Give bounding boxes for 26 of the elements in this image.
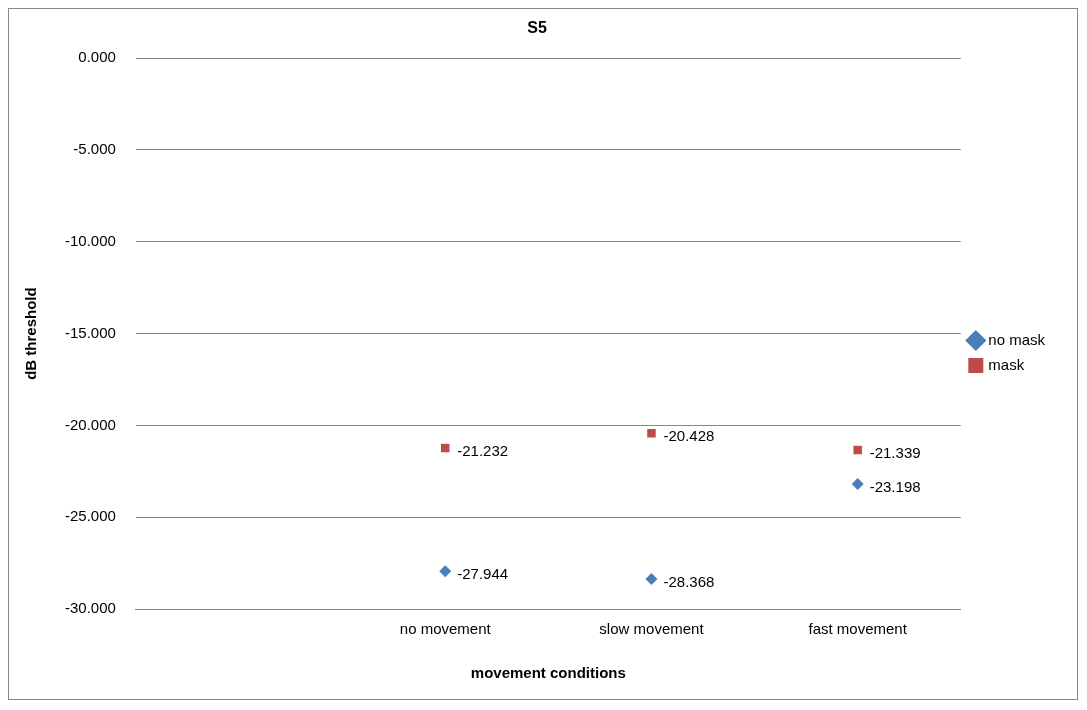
x-tick-label: no movement xyxy=(399,620,492,638)
data-label: -21.339 xyxy=(869,444,921,462)
y-tick-label: -30.000 xyxy=(65,599,116,617)
point xyxy=(851,478,864,491)
y-tick-label: -20.000 xyxy=(65,415,116,433)
data-label: -23.198 xyxy=(869,478,921,496)
y-tick-label: -10.000 xyxy=(65,231,116,249)
point xyxy=(439,565,452,578)
point xyxy=(853,445,862,455)
data-label: -27.944 xyxy=(457,565,509,583)
y-tick-label: -15.000 xyxy=(65,323,116,341)
legend-label: mask xyxy=(988,355,1025,373)
point xyxy=(645,573,658,586)
chart-title: S5 xyxy=(527,19,547,37)
data-label: -21.232 xyxy=(457,442,509,460)
legend-label: no mask xyxy=(988,330,1046,348)
y-tick-label: -5.000 xyxy=(73,140,116,158)
x-tick-label: slow movement xyxy=(599,620,705,638)
y-tick-label: -25.000 xyxy=(65,507,116,525)
y-axis-title: dB threshold xyxy=(22,287,40,380)
x-axis-title: movement conditions xyxy=(470,664,626,682)
data-label: -28.368 xyxy=(663,573,715,591)
point xyxy=(647,429,656,438)
x-tick-label: fast movement xyxy=(808,620,908,638)
y-tick-label: 0.000 xyxy=(78,48,116,66)
data-label: -20.428 xyxy=(663,427,715,445)
